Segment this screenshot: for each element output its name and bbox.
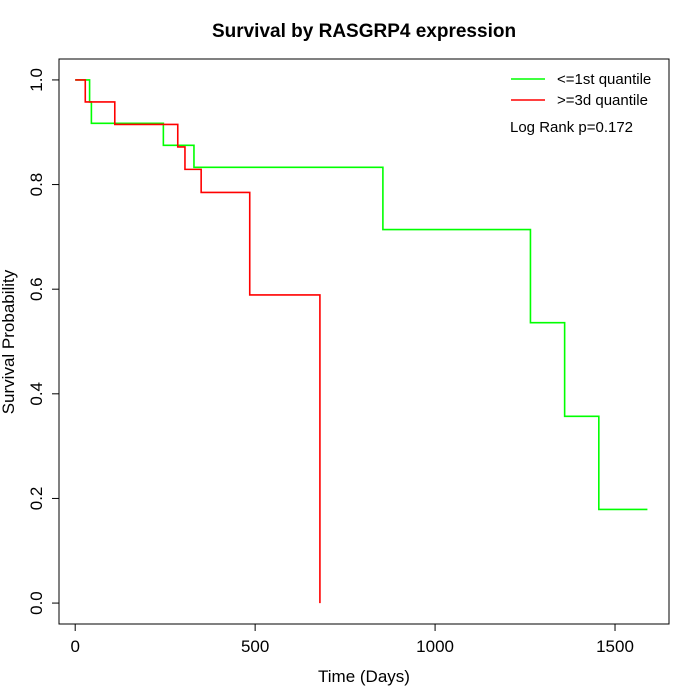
plot-frame xyxy=(58,58,670,625)
x-tick-label: 500 xyxy=(241,637,269,656)
x-tick-label: 1000 xyxy=(416,637,454,656)
series-line-2 xyxy=(75,79,321,604)
x-tick-label: 1500 xyxy=(596,637,634,656)
series-layer xyxy=(75,79,648,604)
y-tick-label: 0.2 xyxy=(27,487,46,511)
legend-label: <=1st quantile xyxy=(557,71,651,88)
y-axis: 0.0 0.2 0.4 0.6 0.8 1.0 xyxy=(27,68,60,615)
legend-label: >=3d quantile xyxy=(557,92,648,109)
log-rank-annotation: Log Rank p=0.172 xyxy=(510,119,633,136)
legend: <=1st quantile >=3d quantile xyxy=(511,71,651,109)
y-tick-label: 0.6 xyxy=(27,277,46,301)
y-tick-label: 0.0 xyxy=(27,591,46,615)
y-tick-label: 0.8 xyxy=(27,173,46,197)
y-tick-label: 1.0 xyxy=(27,68,46,92)
x-axis-label: Time (Days) xyxy=(318,667,410,686)
y-tick-label: 0.4 xyxy=(27,382,46,406)
x-axis: 0 500 1000 1500 xyxy=(70,623,634,656)
series-line-1 xyxy=(75,79,648,511)
chart-title: Survival by RASGRP4 expression xyxy=(212,21,516,42)
x-tick-label: 0 xyxy=(70,637,79,656)
y-axis-label: Survival Probability xyxy=(0,269,18,414)
